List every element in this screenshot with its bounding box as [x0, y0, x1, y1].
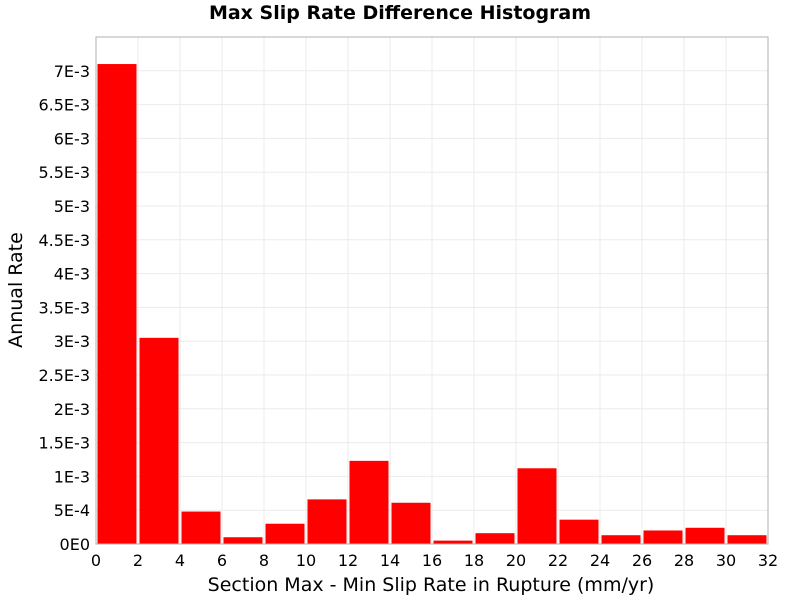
x-tick-label-3: 6	[217, 551, 227, 570]
y-tick-label-0: 0E0	[60, 535, 90, 554]
x-tick-label-9: 18	[464, 551, 484, 570]
histogram-bar-0	[97, 64, 137, 544]
y-tick-labels: 0E0 5E-4 1E-3 1.5E-3 2E-3 2.5E-3 3E-3 3.5E-3 4E-…	[38, 62, 90, 554]
histogram-bar-1	[139, 337, 179, 544]
grid-lines	[95, 37, 769, 545]
histogram-bar-7	[391, 502, 431, 544]
histogram-bar-8	[433, 540, 473, 544]
histogram-bar-4	[265, 523, 305, 544]
x-tick-label-8: 16	[422, 551, 442, 570]
y-tick-label-7: 3.5E-3	[38, 298, 90, 317]
histogram-bar-14	[685, 527, 725, 544]
y-tick-label-12: 6E-3	[54, 129, 90, 148]
histogram-bar-15	[727, 535, 767, 544]
x-tick-labels: 0 2 4 6 8 10 12 14 16 18 20 22 24 26 28 30 32	[91, 551, 778, 570]
x-tick-label-14: 28	[674, 551, 694, 570]
y-tick-label-1: 5E-4	[54, 501, 90, 520]
x-tick-label-1: 2	[133, 551, 143, 570]
y-tick-label-8: 4E-3	[54, 265, 90, 284]
x-axis-label: Section Max - Min Slip Rate in Rupture (…	[208, 574, 655, 596]
x-tick-label-12: 24	[590, 551, 610, 570]
y-tick-label-11: 5.5E-3	[38, 163, 90, 182]
y-tick-label-9: 4.5E-3	[38, 231, 90, 250]
x-tick-label-15: 30	[716, 551, 736, 570]
histogram-bar-9	[475, 533, 515, 544]
histogram-bar-12	[601, 535, 641, 544]
bars	[97, 64, 767, 544]
y-axis-label: Annual Rate	[5, 232, 27, 348]
x-tick-label-0: 0	[91, 551, 101, 570]
x-tick-label-16: 32	[758, 551, 778, 570]
y-tick-label-5: 2.5E-3	[38, 366, 90, 385]
histogram-bar-5	[307, 499, 347, 544]
y-tick-label-4: 2E-3	[54, 400, 90, 419]
histogram-bar-6	[349, 460, 389, 544]
y-tick-label-14: 7E-3	[54, 62, 90, 81]
x-tick-label-10: 20	[506, 551, 526, 570]
y-tick-label-3: 1.5E-3	[38, 434, 90, 453]
x-tick-label-11: 22	[548, 551, 568, 570]
histogram-bar-10	[517, 468, 557, 544]
y-tick-label-2: 1E-3	[54, 467, 90, 486]
x-tick-label-4: 8	[259, 551, 269, 570]
x-tick-label-6: 12	[338, 551, 358, 570]
histogram-bar-2	[181, 511, 221, 544]
histogram-bar-11	[559, 519, 599, 544]
histogram-bar-13	[643, 530, 683, 544]
plot-frame	[95, 36, 769, 545]
x-tick-label-2: 4	[175, 551, 185, 570]
x-tick-label-13: 26	[632, 551, 652, 570]
chart-title: Max Slip Rate Difference Histogram	[208, 2, 592, 24]
histogram-bar-3	[223, 537, 263, 544]
x-tick-label-7: 14	[380, 551, 400, 570]
y-tick-label-6: 3E-3	[54, 332, 90, 351]
y-tick-label-10: 5E-3	[54, 197, 90, 216]
y-tick-label-13: 6.5E-3	[38, 96, 90, 115]
x-tick-label-5: 10	[296, 551, 316, 570]
